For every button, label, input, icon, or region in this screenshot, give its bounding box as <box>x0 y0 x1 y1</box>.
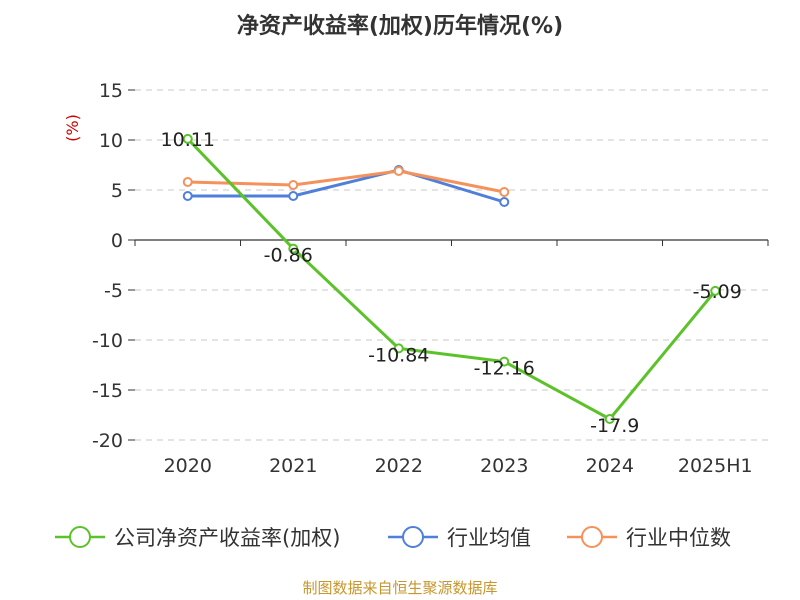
data-point <box>288 180 299 190</box>
y-tick-label: 15 <box>99 80 123 102</box>
y-tick-label: 10 <box>99 130 123 152</box>
legend-label: 公司净资产收益率(加权) <box>114 526 340 550</box>
series-lines <box>182 133 721 424</box>
data-label: -12.16 <box>474 358 535 380</box>
data-point <box>499 187 510 197</box>
series-line-2 <box>187 169 505 194</box>
data-label: -17.9 <box>590 415 639 437</box>
y-tick-label: -15 <box>92 380 123 402</box>
data-point <box>288 191 299 201</box>
series-line-0 <box>186 137 717 421</box>
legend-marker <box>581 526 603 548</box>
y-tick-label: -20 <box>92 430 123 452</box>
data-label: -5.09 <box>693 281 742 303</box>
legend-marker <box>69 526 91 548</box>
legend-label: 行业均值 <box>447 526 531 550</box>
legend-label: 行业中位数 <box>626 526 731 550</box>
y-axis-ticks: 15 10 5 0 -5 -10 -15 -20 <box>92 80 135 452</box>
legend-marker <box>402 526 424 548</box>
y-axis-unit: (%) <box>63 114 82 142</box>
x-tick-label: 2023 <box>480 455 528 477</box>
series-line-1 <box>187 168 505 204</box>
data-point <box>393 343 404 354</box>
data-label: -0.86 <box>264 245 313 267</box>
chart-title: 净资产收益率(加权)历年情况(%) <box>237 13 563 39</box>
data-point <box>393 166 404 176</box>
legend: 公司净资产收益率(加权) 行业均值 行业中位数 <box>55 526 731 550</box>
x-tick-label: 2020 <box>164 455 212 477</box>
y-tick-label: 0 <box>111 230 123 252</box>
grid-lines <box>135 89 768 441</box>
data-point <box>604 414 615 424</box>
x-tick-label: 2024 <box>586 455 634 477</box>
data-labels: 10.11 -0.86 -10.84 -12.16 -17.9 -5.09 <box>161 129 742 437</box>
data-point <box>182 177 193 187</box>
data-point <box>499 197 510 207</box>
source-note: 制图数据来自恒生聚源数据库 <box>302 579 497 597</box>
y-tick-label: -10 <box>92 330 123 352</box>
x-axis-ticks: 2020 2021 2022 2023 2024 2025H1 <box>164 455 753 477</box>
data-point <box>499 356 510 367</box>
y-tick-label: 5 <box>111 180 123 202</box>
x-axis <box>134 239 769 246</box>
x-tick-label: 2022 <box>375 455 423 477</box>
y-tick-label: -5 <box>104 280 123 302</box>
data-point <box>710 285 721 296</box>
data-point <box>182 133 193 144</box>
x-tick-label: 2021 <box>269 455 317 477</box>
data-label: 10.11 <box>161 129 215 151</box>
data-point <box>288 243 299 254</box>
x-tick-label: 2025H1 <box>678 455 753 477</box>
data-point <box>182 191 193 201</box>
data-label: -10.84 <box>368 344 429 366</box>
